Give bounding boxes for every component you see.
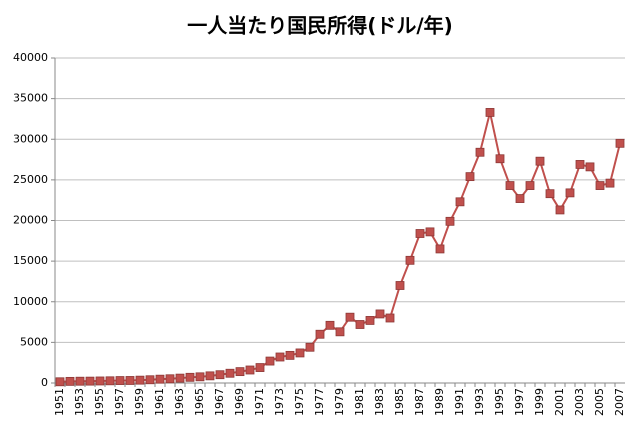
marker xyxy=(255,363,265,372)
x-tick-label: 1997 xyxy=(513,388,526,416)
marker xyxy=(505,181,515,190)
y-tick-label: 0 xyxy=(41,376,48,389)
marker xyxy=(105,376,115,386)
marker xyxy=(475,147,485,157)
x-tick-label: 1959 xyxy=(133,388,146,416)
marker xyxy=(345,312,355,322)
x-tick-label: 1969 xyxy=(233,388,246,416)
marker xyxy=(85,376,95,386)
marker xyxy=(535,156,545,166)
marker xyxy=(225,368,235,378)
marker xyxy=(135,375,145,385)
marker xyxy=(465,172,475,182)
marker xyxy=(275,352,285,362)
marker xyxy=(365,316,375,325)
marker xyxy=(385,313,395,323)
marker xyxy=(215,370,225,380)
marker xyxy=(525,181,535,190)
marker xyxy=(165,374,175,384)
marker xyxy=(95,376,105,386)
x-tick-label: 1965 xyxy=(193,388,206,416)
x-tick-label: 1971 xyxy=(253,388,266,416)
marker xyxy=(545,189,555,199)
x-tick-label: 1991 xyxy=(453,388,466,416)
marker xyxy=(305,342,315,352)
x-tick-label: 2005 xyxy=(593,388,606,416)
marker xyxy=(245,365,255,375)
marker xyxy=(405,255,415,265)
marker xyxy=(265,356,275,366)
marker xyxy=(495,154,505,164)
marker xyxy=(185,372,195,382)
marker xyxy=(605,178,615,188)
x-tick-label: 1957 xyxy=(113,388,126,416)
marker xyxy=(435,244,445,254)
chart-title: 一人当たり国民所得(ドル/年) xyxy=(187,14,453,38)
x-tick-label: 1983 xyxy=(373,388,386,416)
marker xyxy=(125,376,135,385)
x-tick-label: 2007 xyxy=(613,388,626,416)
marker xyxy=(285,350,295,360)
x-tick-label: 1987 xyxy=(413,388,426,416)
y-tick-label: 10000 xyxy=(13,295,48,308)
marker xyxy=(615,138,625,148)
marker xyxy=(455,197,465,207)
x-tick-label: 1995 xyxy=(493,388,506,416)
y-tick-label: 15000 xyxy=(13,254,48,267)
marker xyxy=(445,216,455,226)
x-tick-label: 1989 xyxy=(433,388,446,416)
line xyxy=(59,112,621,383)
marker xyxy=(575,160,585,169)
y-tick-label: 20000 xyxy=(13,214,48,227)
y-tick-label: 35000 xyxy=(13,92,48,105)
x-tick-label: 1955 xyxy=(93,388,106,416)
x-tick-label: 1979 xyxy=(333,388,346,416)
marker xyxy=(145,375,155,385)
x-tick-label: 1975 xyxy=(293,388,306,416)
marker xyxy=(195,372,205,382)
x-tick-label: 1999 xyxy=(533,388,546,416)
x-tick-label: 1961 xyxy=(153,388,166,416)
y-tick-label: 30000 xyxy=(13,132,48,145)
marker xyxy=(395,281,405,290)
y-tick-label: 5000 xyxy=(20,335,48,348)
marker xyxy=(75,376,85,386)
marker xyxy=(205,371,215,381)
marker xyxy=(325,320,335,330)
marker xyxy=(415,229,425,238)
x-tick-label: 1977 xyxy=(313,388,326,416)
x-tick-label: 1967 xyxy=(213,388,226,416)
marker xyxy=(515,194,525,203)
x-tick-label: 2003 xyxy=(573,388,586,416)
x-tick-label: 1981 xyxy=(353,388,366,416)
marker xyxy=(565,188,575,198)
marker xyxy=(355,320,365,329)
marker xyxy=(315,329,325,339)
marker xyxy=(425,227,435,237)
y-tick-label: 40000 xyxy=(13,51,48,64)
x-tick-label: 1973 xyxy=(273,388,286,416)
x-tick-label: 1993 xyxy=(473,388,486,416)
x-tick-label: 2001 xyxy=(553,388,566,416)
x-tick-label: 1951 xyxy=(53,388,66,416)
x-tick-label: 1963 xyxy=(173,388,186,416)
marker xyxy=(115,376,125,385)
marker xyxy=(155,374,165,384)
marker xyxy=(65,376,75,386)
x-tick-label: 1985 xyxy=(393,388,406,416)
marker xyxy=(55,377,65,387)
marker xyxy=(485,108,495,117)
marker xyxy=(555,205,565,215)
marker xyxy=(595,181,605,190)
marker xyxy=(235,367,245,377)
y-tick-label: 25000 xyxy=(13,173,48,186)
marker xyxy=(585,162,595,172)
marker xyxy=(175,373,185,383)
marker xyxy=(335,327,345,337)
x-tick-label: 1953 xyxy=(73,388,86,416)
marker xyxy=(375,309,385,319)
marker xyxy=(295,348,305,358)
